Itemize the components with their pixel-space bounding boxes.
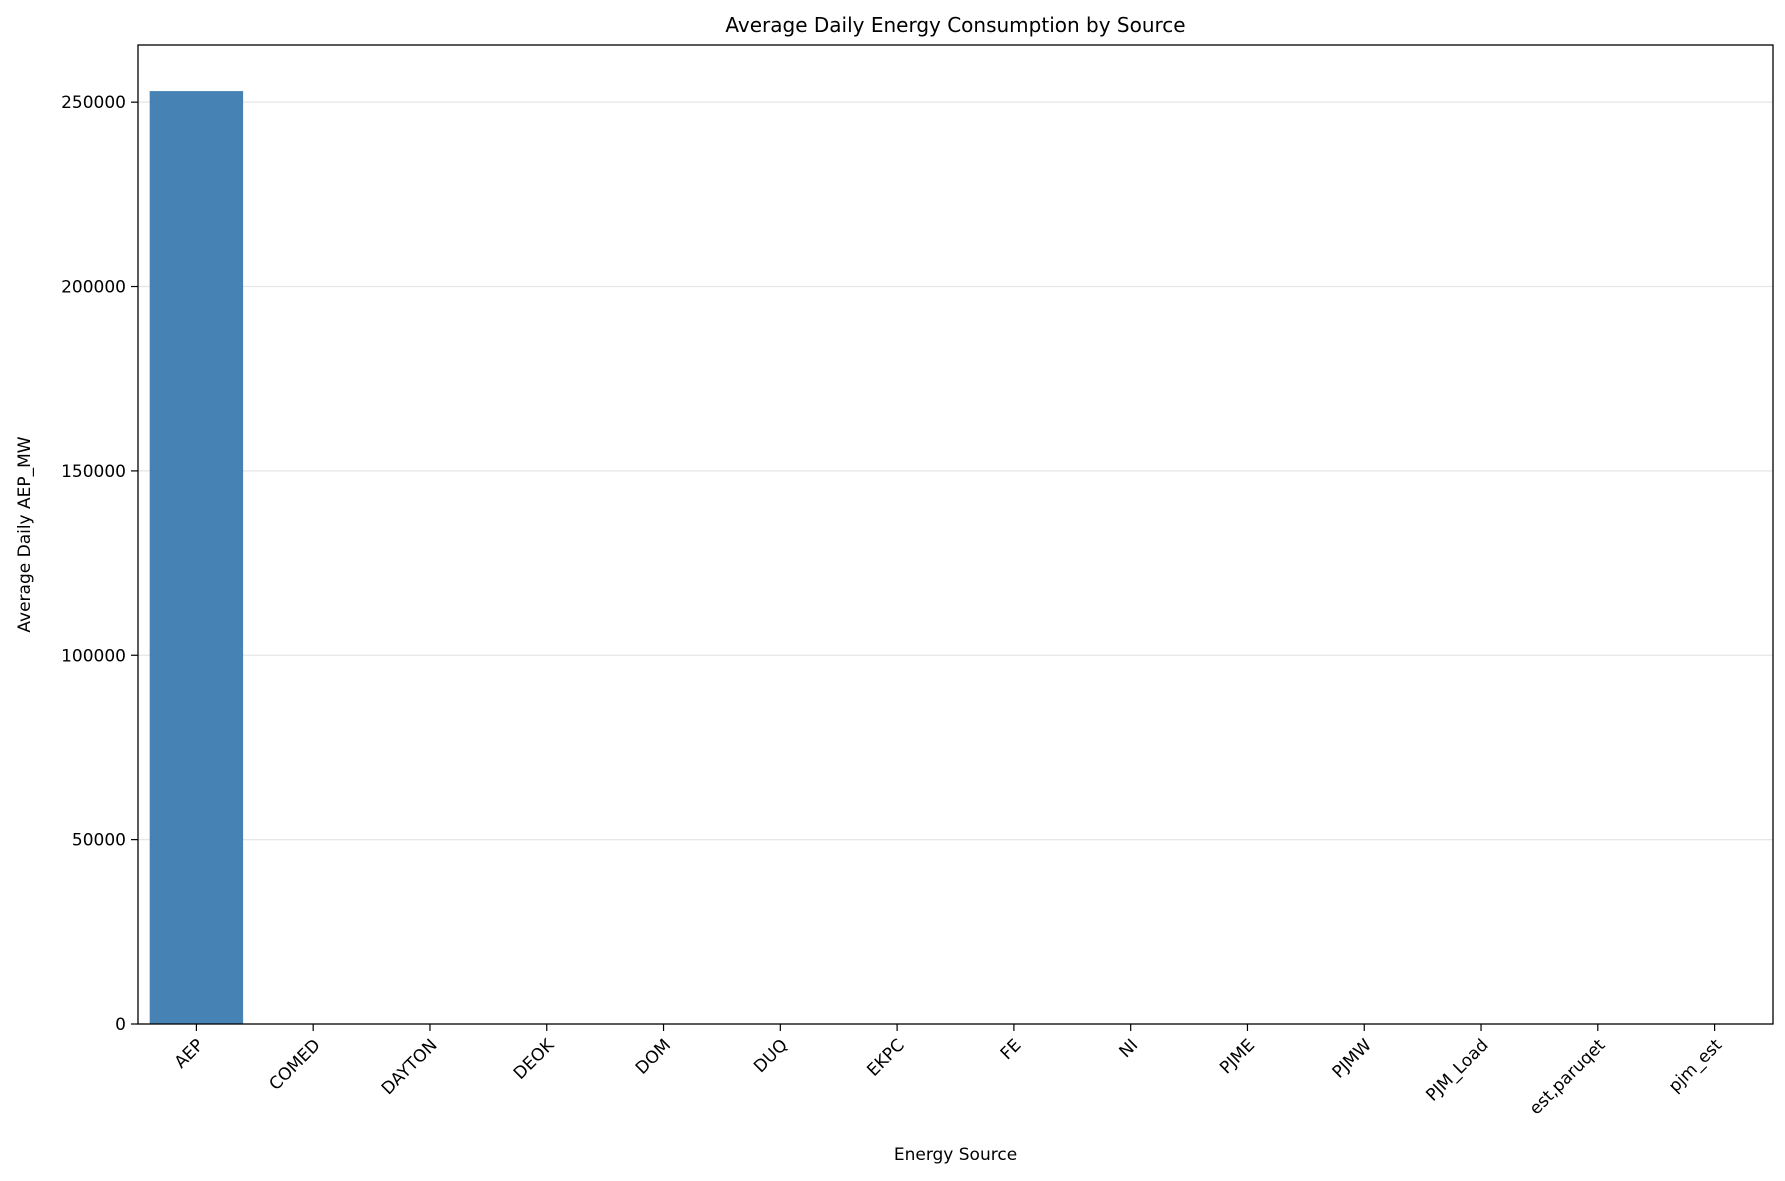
y-tick-label: 150000 xyxy=(61,462,126,482)
y-tick-label: 250000 xyxy=(61,93,126,113)
bar-AEP xyxy=(149,91,244,1024)
y-tick-label: 200000 xyxy=(61,278,126,298)
grid-lines xyxy=(138,101,1773,841)
y-ticks: 0 50000 100000 150000 200000 250000 xyxy=(61,93,138,1035)
y-tick-label: 0 xyxy=(115,1015,126,1035)
chart-title: Average Daily Energy Consumption by Sour… xyxy=(725,13,1185,37)
y-axis-label: Average Daily AEP_MW xyxy=(15,436,35,632)
plot-frame xyxy=(137,44,1774,1025)
y-tick-label: 50000 xyxy=(72,831,126,851)
x-axis-label: Energy Source xyxy=(894,1145,1017,1165)
bars xyxy=(149,91,244,1024)
y-tick-label: 100000 xyxy=(61,646,126,666)
